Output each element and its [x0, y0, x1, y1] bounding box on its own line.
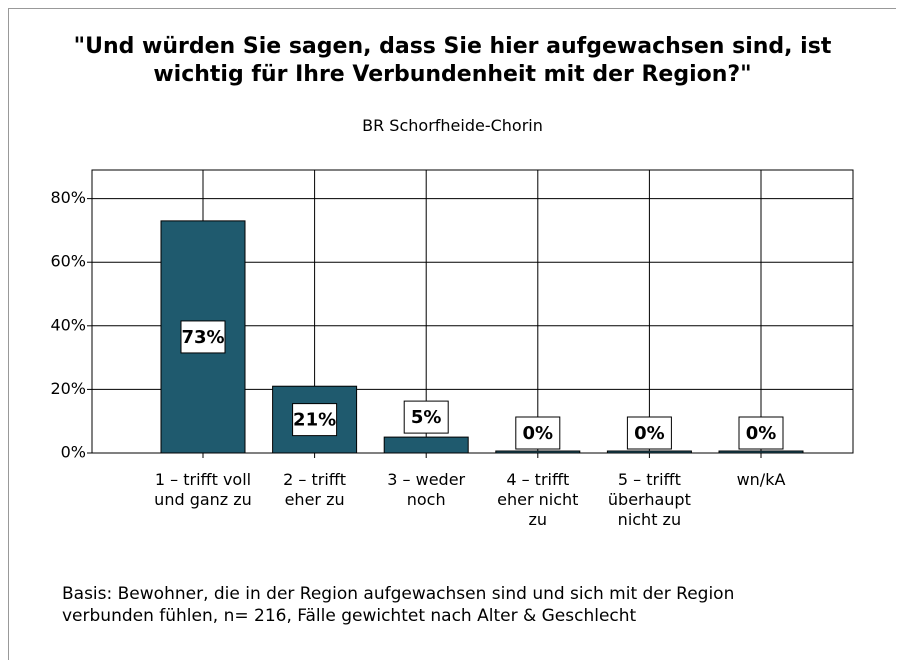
bar [606, 450, 692, 454]
value-label-box [738, 416, 784, 450]
y-tick-label: 60% [50, 252, 86, 271]
chart-subtitle: BR Schorfheide-Chorin [362, 116, 543, 135]
bar [495, 450, 581, 454]
y-tick-label: 40% [50, 315, 86, 334]
footnote: verbunden fühlen, n= 216, Fälle gewichte… [62, 606, 637, 626]
x-tick-label: 3 – weder noch [387, 470, 466, 509]
value-label: 73% [181, 327, 224, 348]
y-tick-label: 80% [50, 188, 86, 207]
value-label-box [292, 403, 338, 437]
value-label-box [403, 400, 449, 434]
value-label: 0% [634, 423, 665, 444]
footnote: Basis: Bewohner, die in der Region aufge… [62, 584, 735, 604]
x-tick-label: 5 – trifft überhaupt nicht zu [607, 470, 691, 529]
chart-title: wichtig für Ihre Verbundenheit mit der R… [153, 62, 752, 87]
bar [718, 450, 804, 454]
frame [8, 8, 896, 660]
x-tick-label: wn/kA [736, 470, 786, 489]
y-tick-label: 0% [61, 443, 86, 462]
chart-title: "Und würden Sie sagen, dass Sie hier auf… [73, 34, 832, 59]
value-label-box [626, 416, 672, 450]
value-label: 0% [523, 423, 554, 444]
value-label-box [180, 320, 226, 354]
bar [383, 436, 469, 454]
x-tick-label: 2 – trifft eher zu [283, 470, 347, 509]
value-label: 0% [746, 423, 777, 444]
value-label: 5% [411, 407, 442, 428]
value-label: 21% [293, 410, 336, 431]
value-label-box [515, 416, 561, 450]
y-tick-label: 20% [50, 379, 86, 398]
x-tick-label: 4 – trifft eher nicht zu [497, 470, 579, 529]
x-tick-label: 1 – trifft voll und ganz zu [154, 470, 252, 509]
